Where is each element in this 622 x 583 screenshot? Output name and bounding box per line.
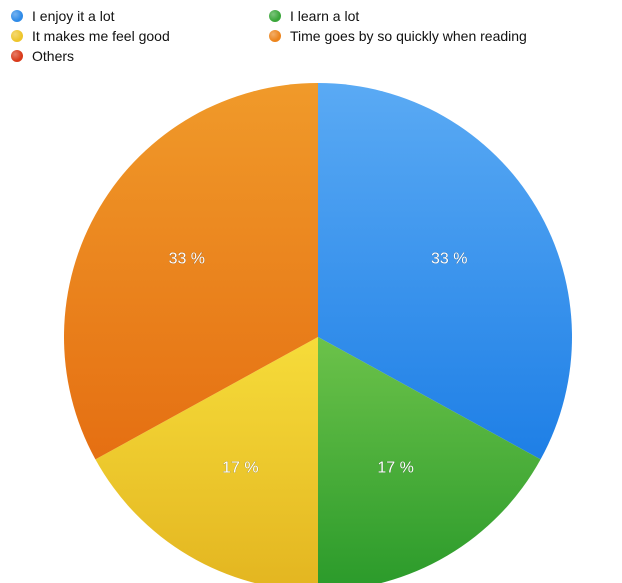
- legend-marker-icon: [11, 30, 23, 42]
- legend-item-i-learn-a-lot: I learn a lot: [269, 7, 359, 25]
- legend-marker-icon: [11, 10, 23, 22]
- chart-legend: I enjoy it a lot I learn a lot It makes …: [0, 0, 622, 80]
- legend-item-time-goes-by: Time goes by so quickly when reading: [269, 27, 527, 45]
- pie-slice-it-makes-me-feel-good: [95, 337, 318, 583]
- pie-slice-i-enjoy-it-a-lot: [318, 83, 573, 460]
- pie-slice-labels: 33 % 17 % 17 % 33 %: [168, 250, 467, 476]
- legend-item-others: Others: [11, 47, 74, 65]
- legend-label: Others: [32, 48, 75, 64]
- pie-slices: [63, 83, 573, 583]
- legend-item-it-makes-me-feel-good: It makes me feel good: [11, 27, 170, 45]
- pie-slice-label: 33 %: [431, 251, 467, 268]
- pie-slice-label: 17 %: [222, 459, 258, 476]
- legend-item-i-enjoy-it-a-lot: I enjoy it a lot: [11, 7, 115, 25]
- pie-slice-time-goes-by-so-quickly-when-reading: [63, 83, 318, 460]
- pie-slice-label: 33 %: [169, 251, 205, 268]
- pie-slice-i-learn-a-lot: [318, 337, 541, 583]
- legend-label: I learn a lot: [290, 8, 360, 24]
- legend-label: I enjoy it a lot: [32, 8, 115, 24]
- legend-marker-icon: [269, 30, 281, 42]
- legend-marker-icon: [269, 10, 281, 22]
- legend-label: Time goes by so quickly when reading: [290, 28, 527, 44]
- legend-label: It makes me feel good: [32, 28, 170, 44]
- legend-marker-icon: [11, 50, 23, 62]
- pie-slice-label: 17 %: [377, 459, 413, 476]
